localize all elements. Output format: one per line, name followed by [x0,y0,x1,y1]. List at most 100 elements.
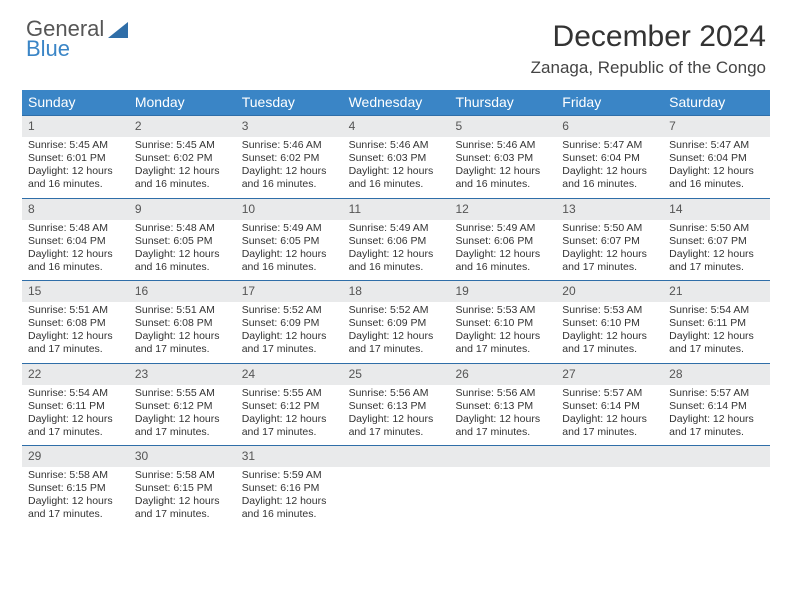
week-row: 1Sunrise: 5:45 AMSunset: 6:01 PMDaylight… [22,115,770,198]
day-cell: 1Sunrise: 5:45 AMSunset: 6:01 PMDaylight… [22,115,129,198]
sunset-line: Sunset: 6:03 PM [349,152,444,165]
day-body: Sunrise: 5:59 AMSunset: 6:16 PMDaylight:… [236,469,343,522]
day-body: Sunrise: 5:52 AMSunset: 6:09 PMDaylight:… [343,304,450,357]
daylight-line-2: and 17 minutes. [455,343,550,356]
day-body: Sunrise: 5:48 AMSunset: 6:05 PMDaylight:… [129,222,236,275]
sunrise-line: Sunrise: 5:48 AM [135,222,230,235]
sunset-line: Sunset: 6:07 PM [669,235,764,248]
daylight-line-1: Daylight: 12 hours [242,495,337,508]
sunset-line: Sunset: 6:03 PM [455,152,550,165]
day-cell: 21Sunrise: 5:54 AMSunset: 6:11 PMDayligh… [663,280,770,363]
daylight-line-2: and 16 minutes. [28,261,123,274]
sunrise-line: Sunrise: 5:59 AM [242,469,337,482]
day-body: Sunrise: 5:58 AMSunset: 6:15 PMDaylight:… [129,469,236,522]
sunrise-line: Sunrise: 5:49 AM [349,222,444,235]
sunset-line: Sunset: 6:12 PM [242,400,337,413]
sunset-line: Sunset: 6:02 PM [135,152,230,165]
day-number: 8 [22,198,129,220]
sunset-line: Sunset: 6:14 PM [562,400,657,413]
daylight-line-2: and 17 minutes. [455,426,550,439]
sunrise-line: Sunrise: 5:57 AM [669,387,764,400]
sunrise-line: Sunrise: 5:58 AM [28,469,123,482]
daylight-line-2: and 17 minutes. [28,343,123,356]
sunrise-line: Sunrise: 5:51 AM [135,304,230,317]
sunrise-line: Sunrise: 5:52 AM [349,304,444,317]
daylight-line-1: Daylight: 12 hours [242,165,337,178]
daylight-line-2: and 17 minutes. [562,261,657,274]
sunrise-line: Sunrise: 5:48 AM [28,222,123,235]
sunset-line: Sunset: 6:09 PM [349,317,444,330]
day-cell: 12Sunrise: 5:49 AMSunset: 6:06 PMDayligh… [449,198,556,281]
page-subtitle: Zanaga, Republic of the Congo [531,58,766,78]
day-cell: 8Sunrise: 5:48 AMSunset: 6:04 PMDaylight… [22,198,129,281]
sunrise-line: Sunrise: 5:50 AM [669,222,764,235]
sunset-line: Sunset: 6:12 PM [135,400,230,413]
day-cell: 2Sunrise: 5:45 AMSunset: 6:02 PMDaylight… [129,115,236,198]
daylight-line-2: and 17 minutes. [28,508,123,521]
day-body: Sunrise: 5:46 AMSunset: 6:02 PMDaylight:… [236,139,343,192]
day-cell: 20Sunrise: 5:53 AMSunset: 6:10 PMDayligh… [556,280,663,363]
sunrise-line: Sunrise: 5:47 AM [562,139,657,152]
sunset-line: Sunset: 6:04 PM [669,152,764,165]
sunrise-line: Sunrise: 5:49 AM [455,222,550,235]
day-number: 15 [22,280,129,302]
day-cell: 11Sunrise: 5:49 AMSunset: 6:06 PMDayligh… [343,198,450,281]
daylight-line-2: and 16 minutes. [349,261,444,274]
sunrise-line: Sunrise: 5:47 AM [669,139,764,152]
daylight-line-1: Daylight: 12 hours [135,330,230,343]
weekday-thursday: Thursday [449,90,556,115]
day-cell: 10Sunrise: 5:49 AMSunset: 6:05 PMDayligh… [236,198,343,281]
daylight-line-1: Daylight: 12 hours [135,165,230,178]
daylight-line-2: and 16 minutes. [349,178,444,191]
brand-logo: General Blue [26,18,104,60]
daylight-line-2: and 17 minutes. [135,426,230,439]
sunset-line: Sunset: 6:11 PM [669,317,764,330]
day-cell: ..... [343,445,450,528]
day-number: 6 [556,115,663,137]
daylight-line-2: and 16 minutes. [562,178,657,191]
sunrise-line: Sunrise: 5:45 AM [28,139,123,152]
day-cell: 4Sunrise: 5:46 AMSunset: 6:03 PMDaylight… [343,115,450,198]
sunset-line: Sunset: 6:06 PM [455,235,550,248]
sunrise-line: Sunrise: 5:46 AM [349,139,444,152]
sunrise-line: Sunrise: 5:46 AM [455,139,550,152]
daylight-line-1: Daylight: 12 hours [135,495,230,508]
brand-line2: Blue [26,38,104,60]
sunset-line: Sunset: 6:08 PM [135,317,230,330]
daylight-line-1: Daylight: 12 hours [455,330,550,343]
daylight-line-1: Daylight: 12 hours [455,413,550,426]
daylight-line-2: and 17 minutes. [242,343,337,356]
day-number: . [556,445,663,467]
day-body: Sunrise: 5:51 AMSunset: 6:08 PMDaylight:… [22,304,129,357]
sunset-line: Sunset: 6:14 PM [669,400,764,413]
sunrise-line: Sunrise: 5:56 AM [455,387,550,400]
sunset-line: Sunset: 6:02 PM [242,152,337,165]
day-body: Sunrise: 5:56 AMSunset: 6:13 PMDaylight:… [343,387,450,440]
day-cell: 19Sunrise: 5:53 AMSunset: 6:10 PMDayligh… [449,280,556,363]
daylight-line-1: Daylight: 12 hours [242,330,337,343]
sunset-line: Sunset: 6:13 PM [455,400,550,413]
daylight-line-2: and 17 minutes. [669,261,764,274]
daylight-line-2: and 17 minutes. [349,426,444,439]
daylight-line-1: Daylight: 12 hours [669,248,764,261]
day-number: 27 [556,363,663,385]
day-body: Sunrise: 5:58 AMSunset: 6:15 PMDaylight:… [22,469,129,522]
day-body: Sunrise: 5:49 AMSunset: 6:06 PMDaylight:… [449,222,556,275]
sunrise-line: Sunrise: 5:54 AM [669,304,764,317]
calendar-grid: SundayMondayTuesdayWednesdayThursdayFrid… [22,90,770,528]
day-cell: 6Sunrise: 5:47 AMSunset: 6:04 PMDaylight… [556,115,663,198]
day-number: 23 [129,363,236,385]
day-body: Sunrise: 5:55 AMSunset: 6:12 PMDaylight:… [129,387,236,440]
day-number: 2 [129,115,236,137]
weekday-sunday: Sunday [22,90,129,115]
sunrise-line: Sunrise: 5:50 AM [562,222,657,235]
day-number: 14 [663,198,770,220]
daylight-line-2: and 17 minutes. [135,343,230,356]
day-number: 26 [449,363,556,385]
sunset-line: Sunset: 6:11 PM [28,400,123,413]
daylight-line-1: Daylight: 12 hours [562,413,657,426]
day-body: Sunrise: 5:53 AMSunset: 6:10 PMDaylight:… [556,304,663,357]
daylight-line-2: and 16 minutes. [28,178,123,191]
daylight-line-2: and 16 minutes. [135,261,230,274]
day-number: 7 [663,115,770,137]
